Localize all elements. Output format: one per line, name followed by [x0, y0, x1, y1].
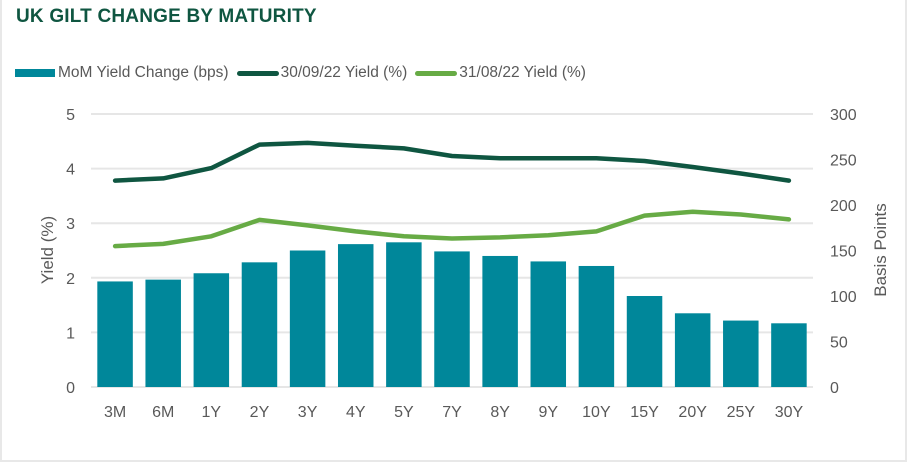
x-tick-label: 1Y — [202, 404, 222, 421]
y-tick-label: 0 — [66, 380, 75, 397]
x-tick-label: 5Y — [394, 404, 414, 421]
legend: MoM Yield Change (bps) 30/09/22 Yield (%… — [15, 62, 594, 84]
bar-1Y[interactable] — [193, 273, 230, 387]
y2-tick-label: 250 — [830, 153, 857, 170]
bar-6M[interactable] — [145, 279, 181, 387]
x-tick-label: 10Y — [582, 404, 611, 421]
y-tick-label: 3 — [66, 216, 75, 233]
x-tick-label: 7Y — [442, 404, 462, 421]
legend-swatch-line-sep — [236, 70, 279, 76]
x-tick-label: 4Y — [346, 404, 366, 421]
x-tick-label: 20Y — [678, 404, 707, 421]
y2-tick-label: 300 — [830, 107, 857, 124]
bar-4Y[interactable] — [337, 244, 374, 387]
bar-3Y[interactable] — [289, 250, 326, 388]
y2-tick-label: 50 — [830, 335, 848, 352]
x-tick-label: 25Y — [727, 404, 756, 421]
bar-10Y[interactable] — [578, 265, 615, 387]
line-30-09-22-yield[interactable] — [112, 140, 792, 183]
legend-label-mom: MoM Yield Change (bps) — [58, 64, 229, 81]
y-axis-title: Yield (%) — [38, 216, 57, 284]
legend-swatch-bar — [15, 69, 55, 77]
bar-7Y[interactable] — [434, 251, 470, 387]
bar-3M[interactable] — [97, 281, 133, 387]
chart-title: UK GILT CHANGE BY MATURITY — [16, 6, 317, 27]
y-tick-label: 5 — [66, 107, 75, 124]
bar-series — [97, 242, 807, 388]
legend-item-mom[interactable]: MoM Yield Change (bps) — [15, 64, 229, 82]
x-tick-label: 30Y — [775, 404, 804, 421]
x-tick-label: 2Y — [250, 404, 270, 421]
bar-5Y[interactable] — [386, 242, 422, 387]
x-tick-label: 8Y — [490, 404, 510, 421]
legend-item-aug[interactable]: 31/08/22 Yield (%) — [415, 64, 586, 82]
bar-25Y[interactable] — [723, 320, 759, 387]
x-tick-label: 15Y — [630, 404, 659, 421]
y2-tick-label: 200 — [830, 198, 857, 215]
y-tick-label: 4 — [66, 162, 75, 179]
bar-9Y[interactable] — [530, 261, 567, 387]
x-tick-label: 6M — [152, 404, 174, 421]
x-tick-label: 3M — [104, 404, 126, 421]
x-tick-label: 9Y — [538, 404, 558, 421]
x-tick-label: 3Y — [298, 404, 318, 421]
bar-15Y[interactable] — [626, 296, 663, 387]
legend-swatch-line-aug — [415, 70, 458, 76]
y2-tick-label: 100 — [830, 289, 857, 306]
bar-30Y[interactable] — [771, 323, 807, 387]
line-series — [112, 140, 792, 249]
y2-tick-label: 0 — [830, 380, 839, 397]
y-axis-right-ticks: 0 50 100 150 200 250 300 — [830, 107, 857, 397]
legend-label-aug: 31/08/22 Yield (%) — [459, 64, 586, 81]
bar-2Y[interactable] — [241, 262, 278, 387]
bar-20Y[interactable] — [674, 313, 711, 387]
y-axis-left-ticks: 0 1 2 3 4 5 — [66, 107, 75, 397]
y2-axis-title: Basis Points — [871, 203, 890, 297]
legend-label-sep: 30/09/22 Yield (%) — [280, 64, 408, 81]
bar-8Y[interactable] — [482, 255, 518, 387]
y-tick-label: 1 — [66, 325, 75, 342]
legend-item-sep[interactable]: 30/09/22 Yield (%) — [236, 64, 408, 82]
x-axis-ticks: 3M 6M 1Y 2Y 3Y 4Y 5Y 7Y 8Y 9Y 10Y 15Y 20Y 25Y 30Y — [104, 404, 804, 421]
y2-tick-label: 150 — [830, 244, 857, 261]
y-tick-label: 2 — [66, 271, 75, 288]
line-31-08-22-yield[interactable] — [112, 209, 792, 249]
